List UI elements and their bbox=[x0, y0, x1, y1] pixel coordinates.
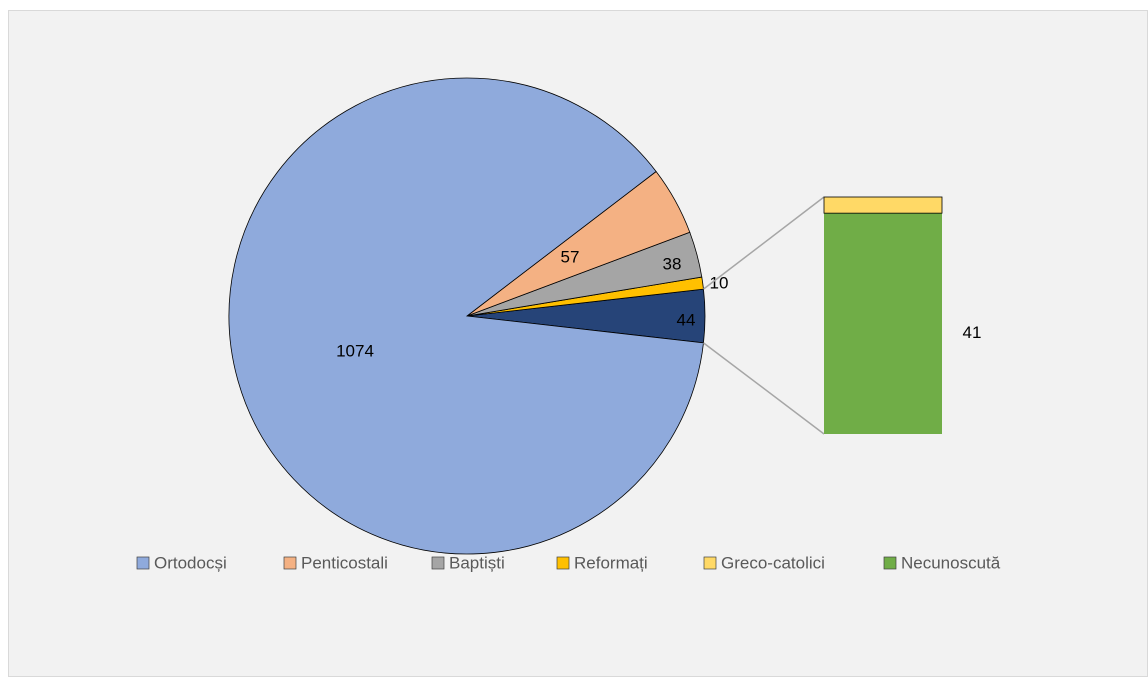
data-label: 1074 bbox=[336, 341, 374, 360]
data-label: 44 bbox=[677, 310, 696, 329]
legend-swatch bbox=[703, 556, 717, 570]
legend-swatch bbox=[136, 556, 150, 570]
legend-label: Greco-catolici bbox=[721, 553, 825, 572]
pie-slice bbox=[228, 77, 704, 555]
legend-label: Reformați bbox=[574, 553, 648, 572]
legend-label: Necunoscută bbox=[901, 553, 1001, 572]
bar-segment bbox=[823, 196, 943, 214]
legend-label: Penticostali bbox=[301, 553, 388, 572]
bar-segment bbox=[824, 213, 942, 434]
data-label: 41 bbox=[963, 323, 982, 342]
legend-swatch bbox=[283, 556, 297, 570]
legend-label: Ortodocși bbox=[154, 553, 227, 572]
data-label: 10 bbox=[710, 273, 729, 292]
connector bbox=[703, 196, 825, 290]
legend-swatch bbox=[883, 556, 897, 570]
legend-label: Baptiști bbox=[449, 553, 505, 572]
legend-swatch bbox=[556, 556, 570, 570]
data-label: 38 bbox=[663, 254, 682, 273]
data-label: 57 bbox=[561, 247, 580, 266]
legend-swatch bbox=[431, 556, 445, 570]
connector bbox=[703, 342, 825, 435]
